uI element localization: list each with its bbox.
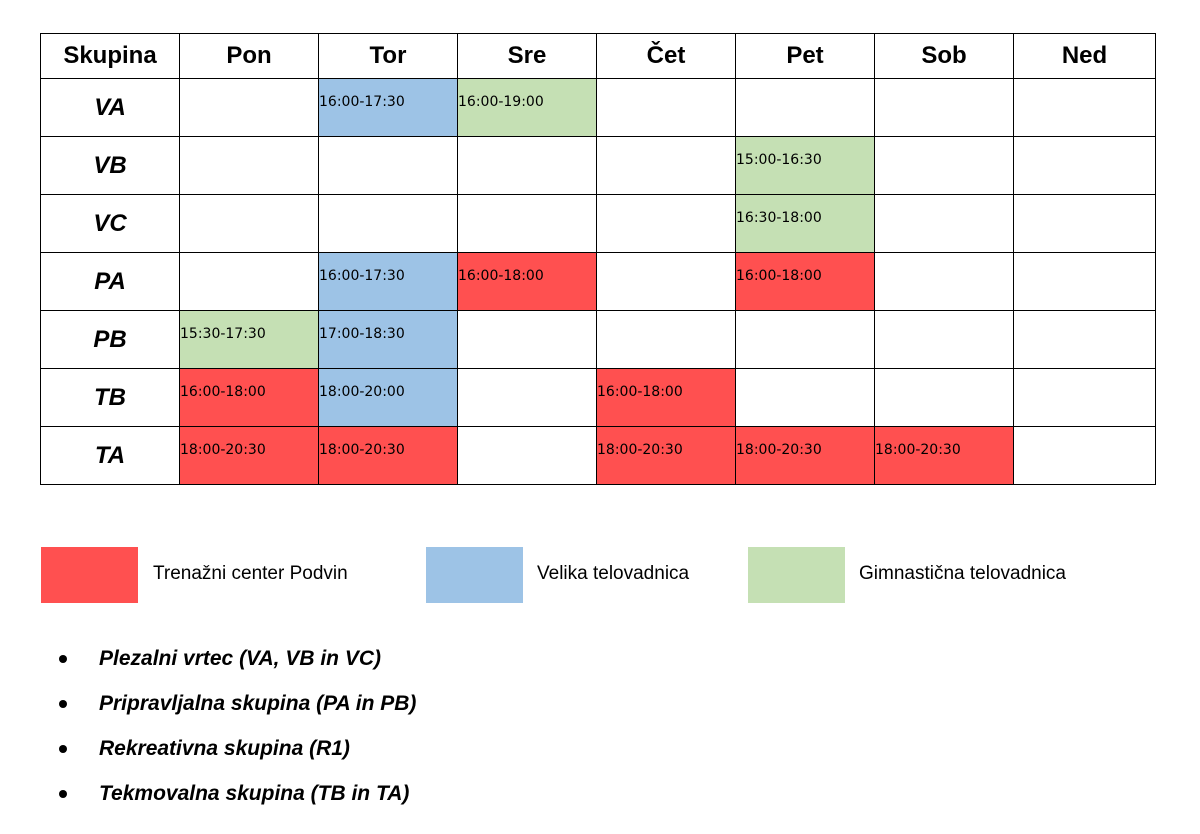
time-slot [874,252,1014,311]
time-slot [457,426,597,485]
row-pb: PB 15:30-17:30 17:00-18:30 [40,310,1156,369]
time-slot: 15:00-16:30 [735,136,875,195]
list-item-text: Tekmovalna skupina (TB in TA) [99,782,410,805]
header-sre: Sre [457,33,597,79]
time-slot: 18:00-20:30 [874,426,1014,485]
group-cell: PB [40,310,180,369]
header-ned: Ned [1013,33,1156,79]
time-slot [596,310,736,369]
list-item: Tekmovalna skupina (TB in TA) [54,771,416,816]
bullet-icon [59,655,67,663]
bullet-icon [59,745,67,753]
time-slot [179,78,319,137]
header-pet: Pet [735,33,875,79]
time-slot [457,310,597,369]
time-slot [318,136,458,195]
group-cell: VA [40,78,180,137]
header-cet: Čet [596,33,736,79]
row-vc: VC 16:30-18:00 [40,194,1156,253]
time-slot [735,310,875,369]
time-slot [874,78,1014,137]
list-item-text: Pripravljalna skupina (PA in PB) [99,692,417,715]
row-pa: PA 16:00-17:30 16:00-18:00 16:00-18:00 [40,252,1156,311]
time-slot: 16:00-17:30 [318,78,458,137]
row-tb: TB 16:00-18:00 18:00-20:00 16:00-18:00 [40,368,1156,427]
time-slot [1013,426,1156,485]
group-cell: TB [40,368,180,427]
header-row: Skupina Pon Tor Sre Čet Pet Sob Ned [40,33,1156,79]
time-slot [596,136,736,195]
list-item-text: Plezalni vrtec (VA, VB in VC) [99,647,382,670]
time-slot [457,368,597,427]
time-slot: 16:00-18:00 [179,368,319,427]
bullet-icon [59,790,67,798]
groups-list: Plezalni vrtec (VA, VB in VC) Pripravlja… [54,636,416,816]
list-item: Plezalni vrtec (VA, VB in VC) [54,636,416,681]
time-slot [1013,78,1156,137]
time-slot [874,194,1014,253]
time-slot: 16:00-17:30 [318,252,458,311]
list-item: Rekreativna skupina (R1) [54,726,416,771]
time-slot [596,78,736,137]
time-slot [457,194,597,253]
schedule-table: Skupina Pon Tor Sre Čet Pet Sob Ned VA 1… [40,33,1156,485]
time-slot: 18:00-20:30 [596,426,736,485]
time-slot [596,194,736,253]
time-slot [1013,194,1156,253]
time-slot [1013,368,1156,427]
time-slot [735,78,875,137]
legend-swatch-green [748,547,845,603]
group-cell: VB [40,136,180,195]
header-pon: Pon [179,33,319,79]
time-slot: 16:00-18:00 [457,252,597,311]
time-slot [874,310,1014,369]
header-sob: Sob [874,33,1014,79]
group-cell: PA [40,252,180,311]
time-slot: 18:00-20:30 [179,426,319,485]
header-group: Skupina [40,33,180,79]
time-slot [457,136,597,195]
time-slot: 18:00-20:00 [318,368,458,427]
time-slot [874,136,1014,195]
time-slot: 15:30-17:30 [179,310,319,369]
time-slot [1013,136,1156,195]
list-item-text: Rekreativna skupina (R1) [99,737,350,760]
time-slot [1013,310,1156,369]
row-ta: TA 18:00-20:30 18:00-20:30 18:00-20:30 1… [40,426,1156,485]
legend-swatch-blue [426,547,523,603]
time-slot [179,194,319,253]
list-item: Pripravljalna skupina (PA in PB) [54,681,416,726]
time-slot: 16:00-18:00 [596,368,736,427]
group-cell: TA [40,426,180,485]
time-slot [735,368,875,427]
legend: Trenažni center Podvin Velika telovadnic… [0,547,1200,603]
time-slot: 16:00-18:00 [735,252,875,311]
bullet-icon [59,700,67,708]
time-slot: 16:30-18:00 [735,194,875,253]
time-slot: 18:00-20:30 [735,426,875,485]
time-slot: 17:00-18:30 [318,310,458,369]
row-va: VA 16:00-17:30 16:00-19:00 [40,78,1156,137]
legend-label-podvin: Trenažni center Podvin [153,563,348,584]
time-slot: 16:00-19:00 [457,78,597,137]
time-slot [1013,252,1156,311]
legend-label-velika: Velika telovadnica [537,563,690,584]
row-vb: VB 15:00-16:30 [40,136,1156,195]
legend-label-gimnasticna: Gimnastična telovadnica [859,563,1066,584]
time-slot [596,252,736,311]
group-cell: VC [40,194,180,253]
legend-swatch-red [41,547,138,603]
time-slot [874,368,1014,427]
time-slot [318,194,458,253]
time-slot [179,252,319,311]
header-tor: Tor [318,33,458,79]
time-slot: 18:00-20:30 [318,426,458,485]
time-slot [179,136,319,195]
